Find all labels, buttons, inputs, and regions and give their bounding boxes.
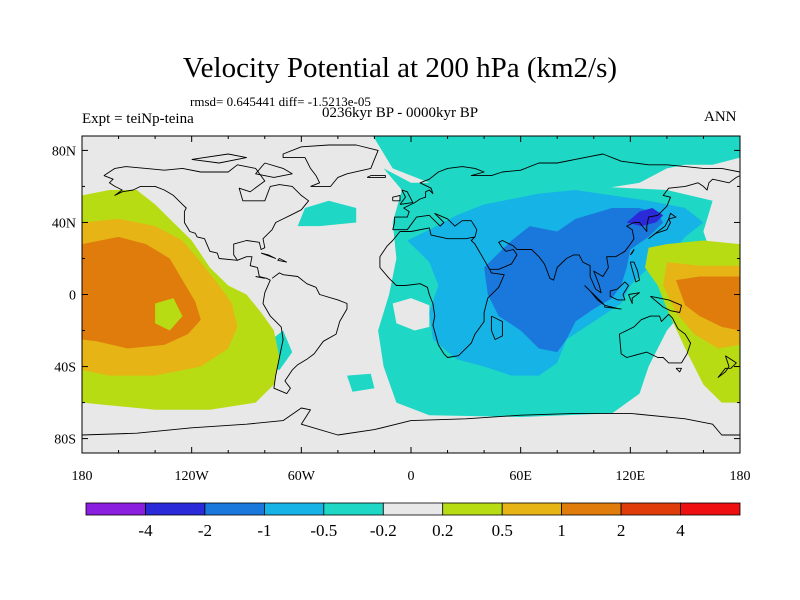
- y-tick-label-3: 40S: [54, 361, 76, 376]
- contour-region-15: [676, 276, 740, 331]
- x-tick-label-5: 120E: [616, 469, 646, 484]
- coastline-1: [103, 175, 238, 261]
- coastline-21: [392, 194, 401, 202]
- x-tick-label-4: 60E: [509, 469, 532, 484]
- colorbar-box-10: [680, 502, 741, 516]
- contour-fill-layer: [82, 136, 740, 417]
- colorbar-label-8: 2: [617, 521, 626, 540]
- coastline-layer: [82, 144, 740, 436]
- coastline-14: [628, 292, 640, 304]
- coastline-26: [260, 252, 277, 259]
- coastline-11: [584, 285, 606, 306]
- coastline-10: [717, 355, 737, 378]
- coastline-5: [379, 212, 505, 358]
- contour-region-2: [297, 200, 357, 227]
- x-axis: 180 120W 60W 0 60E 120E 180: [72, 136, 751, 484]
- colorbar-label-1: -2: [198, 521, 212, 540]
- colorbar-box-8: [561, 502, 622, 516]
- coastline-3: [366, 175, 386, 178]
- coastline-22: [255, 276, 265, 279]
- coastline-9: [675, 367, 682, 373]
- coastline-13: [609, 281, 629, 301]
- coastline-17: [648, 218, 671, 240]
- coastline-23: [255, 162, 293, 178]
- contour-region-0: [372, 136, 740, 196]
- colorbar: -4 -2 -1 -0.5 -0.2 0.2 0.5 1 2 4: [85, 502, 741, 540]
- colorbar-box-4: [323, 502, 384, 516]
- coastline-7: [490, 315, 503, 340]
- experiment-label: Expt = teiNp-teina: [82, 111, 194, 127]
- coastline-27: [277, 258, 288, 263]
- colorbar-box-5: [382, 502, 444, 516]
- coastline-15: [650, 295, 682, 313]
- y-tick-label-1: 40N: [52, 216, 76, 231]
- colorbar-label-7: 1: [557, 521, 566, 540]
- season-label: ANN: [704, 109, 737, 125]
- period-label: 0236kyr BP - 0000kyr BP: [322, 105, 479, 121]
- colorbar-box-6: [442, 502, 503, 516]
- x-tick-label-3: 0: [408, 469, 415, 484]
- colorbar-label-5: 0.2: [432, 521, 453, 540]
- colorbar-box-7: [501, 502, 563, 516]
- stats-label: rmsd= 0.645441 diff= -1.5213e-05: [190, 94, 371, 109]
- coastline-0: [103, 164, 348, 395]
- coastline-19: [629, 249, 635, 256]
- coastline-16: [629, 261, 640, 283]
- colorbar-box-1: [145, 502, 206, 516]
- colorbar-label-4: -0.2: [370, 521, 397, 540]
- colorbar-label-9: 4: [676, 521, 685, 540]
- colorbar-box-2: [204, 502, 265, 516]
- x-tick-label-1: 120W: [175, 469, 210, 484]
- y-tick-label-4: 80S: [54, 433, 76, 448]
- coastline-24: [191, 153, 247, 164]
- colorbar-label-6: 0.5: [492, 521, 513, 540]
- coastline-20: [399, 189, 414, 205]
- colorbar-label-2: -1: [257, 521, 271, 540]
- contour-region-16: [155, 298, 183, 331]
- y-axis: 80N 40N 0 40S 80S: [52, 144, 740, 448]
- coastline-8: [618, 313, 692, 364]
- contour-region-9: [626, 208, 664, 227]
- y-tick-label-0: 80N: [52, 144, 76, 159]
- coastline-12: [604, 304, 622, 310]
- colorbar-label-0: -4: [138, 521, 153, 540]
- coastline-2: [282, 144, 379, 187]
- colorbar-box-9: [620, 502, 681, 516]
- colorbar-box-3: [263, 502, 325, 516]
- coastline-18: [668, 212, 677, 220]
- coastline-4: [392, 153, 740, 230]
- contour-region-5: [392, 298, 430, 331]
- coastline-6: [489, 175, 740, 294]
- coastline-25: [82, 407, 740, 436]
- colorbar-box-0: [85, 502, 146, 516]
- contour-region-4: [347, 373, 375, 392]
- colorbar-label-3: -0.5: [310, 521, 337, 540]
- x-tick-label-2: 60W: [288, 469, 316, 484]
- x-tick-label-0: 180: [72, 469, 93, 484]
- page-title: Velocity Potential at 200 hPa (km2/s): [182, 52, 618, 84]
- x-tick-label-6: 180: [730, 469, 751, 484]
- contour-region-8: [484, 208, 664, 353]
- y-tick-label-2: 0: [69, 289, 76, 304]
